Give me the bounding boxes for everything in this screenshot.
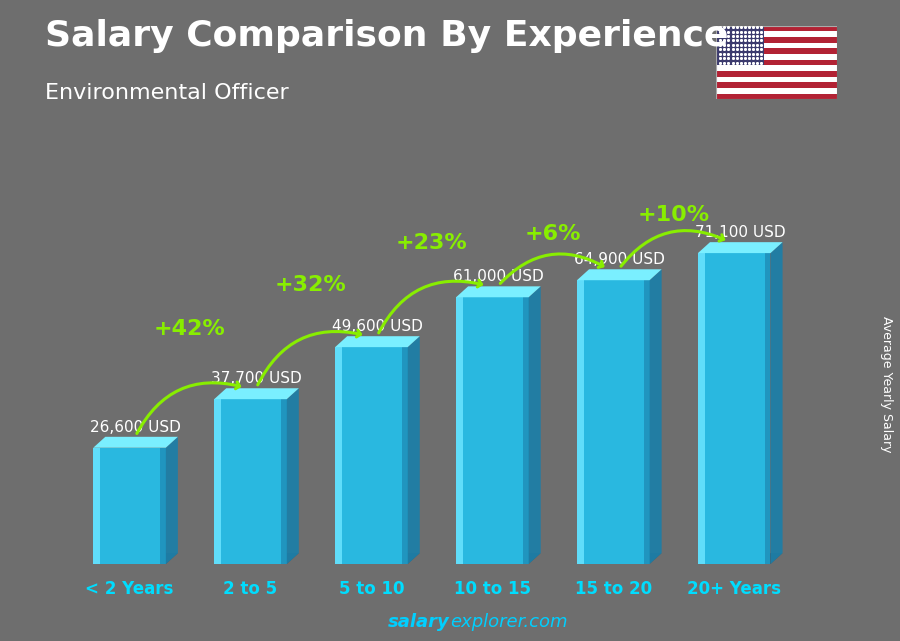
Bar xyxy=(214,399,221,564)
Polygon shape xyxy=(528,287,541,564)
Text: Average Yearly Salary: Average Yearly Salary xyxy=(880,317,893,453)
Bar xyxy=(716,31,837,37)
Text: explorer.com: explorer.com xyxy=(450,613,568,631)
Bar xyxy=(281,399,287,564)
Text: 61,000 USD: 61,000 USD xyxy=(453,269,544,284)
Polygon shape xyxy=(456,553,541,564)
Text: +23%: +23% xyxy=(396,233,468,253)
Text: +10%: +10% xyxy=(638,204,710,224)
Bar xyxy=(94,447,166,564)
Text: salary: salary xyxy=(388,613,450,631)
Text: 64,900 USD: 64,900 USD xyxy=(574,252,665,267)
Bar xyxy=(335,347,408,564)
Bar xyxy=(716,54,837,60)
Text: +6%: +6% xyxy=(525,224,581,244)
Polygon shape xyxy=(456,287,541,297)
Polygon shape xyxy=(166,437,178,564)
Bar xyxy=(716,82,837,88)
Text: 37,700 USD: 37,700 USD xyxy=(212,371,302,386)
Polygon shape xyxy=(335,553,419,564)
Text: 26,600 USD: 26,600 USD xyxy=(90,420,181,435)
Text: +42%: +42% xyxy=(154,319,226,339)
Polygon shape xyxy=(577,269,662,280)
Polygon shape xyxy=(94,437,178,447)
Text: Salary Comparison By Experience: Salary Comparison By Experience xyxy=(45,19,728,53)
Bar xyxy=(765,253,770,564)
Bar xyxy=(698,253,770,564)
Bar xyxy=(698,253,706,564)
Bar xyxy=(716,26,837,31)
Bar xyxy=(160,447,166,564)
Bar xyxy=(523,297,528,564)
Polygon shape xyxy=(698,553,783,564)
Bar xyxy=(716,65,837,71)
Polygon shape xyxy=(214,553,299,564)
Text: 71,100 USD: 71,100 USD xyxy=(695,225,786,240)
Bar xyxy=(716,26,764,65)
Bar xyxy=(716,60,837,65)
Bar xyxy=(716,77,837,82)
Text: Environmental Officer: Environmental Officer xyxy=(45,83,289,103)
Bar xyxy=(716,48,837,54)
Bar xyxy=(716,88,837,94)
Bar xyxy=(716,94,837,99)
Bar xyxy=(577,280,650,564)
Polygon shape xyxy=(698,242,783,253)
Polygon shape xyxy=(335,336,419,347)
Polygon shape xyxy=(408,336,419,564)
Polygon shape xyxy=(94,553,178,564)
Bar xyxy=(94,447,101,564)
Bar xyxy=(456,297,464,564)
Bar xyxy=(402,347,408,564)
Bar xyxy=(644,280,650,564)
Bar xyxy=(716,71,837,77)
Polygon shape xyxy=(770,242,783,564)
Text: 49,600 USD: 49,600 USD xyxy=(332,319,423,334)
Text: +32%: +32% xyxy=(275,275,346,295)
Polygon shape xyxy=(287,388,299,564)
Bar xyxy=(214,399,287,564)
Polygon shape xyxy=(577,553,662,564)
Polygon shape xyxy=(650,269,662,564)
Bar xyxy=(456,297,528,564)
Bar xyxy=(335,347,342,564)
Bar xyxy=(716,37,837,43)
Bar xyxy=(716,43,837,48)
Bar xyxy=(577,280,584,564)
Polygon shape xyxy=(214,388,299,399)
